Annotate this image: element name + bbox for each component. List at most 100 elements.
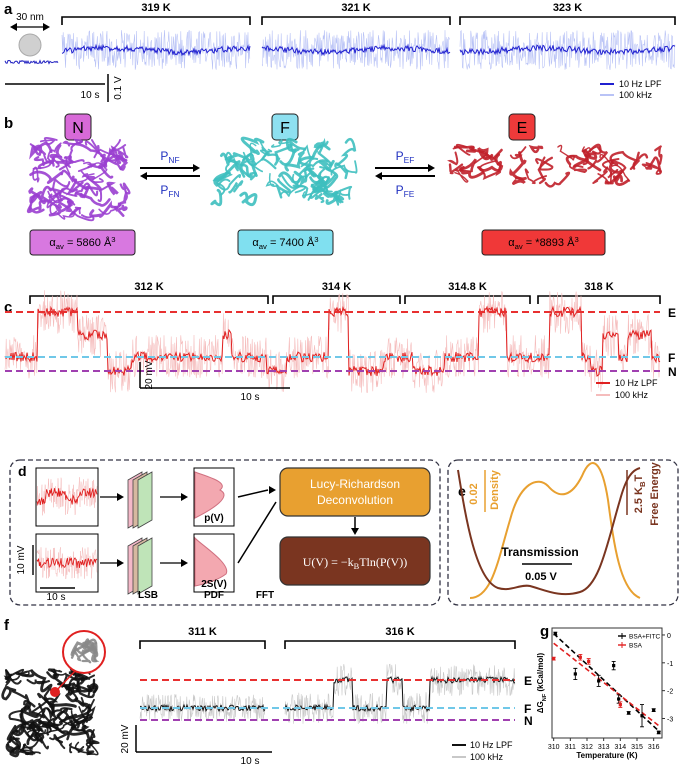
- ribbon: [597, 171, 613, 185]
- legend-label: 100 kHz: [470, 752, 504, 762]
- label: 20 mV: [144, 360, 155, 389]
- step-label: PDF: [204, 590, 224, 601]
- alpha-value: αav = *8893 Å3: [508, 235, 578, 251]
- alpha-box: [481, 229, 606, 256]
- ribbon: [241, 142, 257, 161]
- ribbon: [74, 741, 99, 756]
- y-tick-label: -3: [667, 717, 673, 724]
- ribbon: [239, 191, 258, 207]
- legend-label: 100 kHz: [619, 90, 653, 100]
- filtered-trace: [284, 675, 516, 713]
- text-part: B: [638, 481, 647, 487]
- ribbon: [313, 141, 331, 151]
- ribbon: [454, 169, 471, 183]
- state-letter: E: [517, 120, 528, 137]
- ribbon: [297, 151, 317, 178]
- panel-label: g: [540, 623, 549, 640]
- ribbon: [71, 175, 90, 199]
- ribbon: [81, 724, 93, 746]
- ribbon: [274, 143, 293, 166]
- temperature-label: 312 K: [134, 281, 163, 293]
- ribbon: [70, 646, 88, 659]
- label: 30 nm: [16, 12, 44, 23]
- ribbon: [318, 159, 335, 172]
- raw-trace: [139, 694, 266, 722]
- arrow-head: [193, 164, 200, 172]
- particle: [18, 33, 42, 57]
- ribbon: [314, 192, 325, 204]
- ribbon: [535, 156, 554, 171]
- ribbon: [33, 144, 43, 157]
- legend-label: BSA+FITC: [629, 634, 661, 641]
- arrow-head: [140, 172, 147, 180]
- panel-label: d: [18, 463, 27, 479]
- ribbon: [31, 697, 59, 713]
- text-part: 3: [314, 235, 318, 244]
- text-part: T: [633, 474, 645, 481]
- text-part: α: [49, 237, 56, 249]
- level-label: F: [524, 702, 531, 716]
- ribbon: [609, 150, 639, 170]
- protein-structure: [447, 143, 663, 188]
- data-point: [652, 708, 656, 712]
- y-axis-label: ΔGNF (kCal/mol): [536, 652, 548, 713]
- temperature-label: 314 K: [322, 281, 351, 293]
- rate-label: PNF: [160, 149, 179, 165]
- ribbon: [77, 173, 95, 183]
- label: 20 mV: [120, 724, 131, 753]
- temperature-label: 323 K: [553, 2, 582, 14]
- ribbon: [37, 720, 52, 736]
- text-part: ΔG: [536, 701, 545, 713]
- level-label: N: [668, 365, 677, 379]
- ribbon: [70, 641, 96, 657]
- ribbon: [26, 678, 51, 685]
- protein-structure: [70, 638, 100, 664]
- panel-label: a: [4, 1, 13, 18]
- text-part: α: [252, 237, 259, 249]
- legend-label: 10 Hz LPF: [619, 79, 662, 89]
- raw-trace: [4, 290, 660, 393]
- ribbon: [15, 669, 49, 693]
- ribbon: [78, 166, 104, 183]
- ribbon: [98, 202, 122, 215]
- text-part: P: [160, 183, 168, 197]
- panel-label: f: [4, 617, 10, 634]
- ribbon: [300, 144, 315, 168]
- data-point: [640, 714, 644, 718]
- ribbon: [50, 188, 78, 207]
- energy-scale: 2.5 KBT: [633, 474, 647, 513]
- ribbon: [9, 743, 34, 756]
- data-point: [587, 659, 591, 664]
- label: 0.02: [468, 483, 480, 504]
- ribbon: [119, 182, 131, 195]
- bracket: [139, 640, 266, 649]
- data-point: [578, 655, 582, 659]
- state-badge: [508, 113, 536, 141]
- baseline-trace: [4, 59, 59, 65]
- ribbon: [11, 709, 30, 737]
- state-letter: N: [72, 120, 84, 137]
- ribbon: [68, 671, 85, 692]
- ribbon: [473, 154, 498, 171]
- text-part: FN: [168, 189, 179, 199]
- y-tick-label: -2: [667, 689, 673, 696]
- label: 0.05 V: [525, 571, 557, 583]
- text-part: Tln(P(V)): [359, 555, 407, 569]
- temperature-label: 318 K: [584, 281, 613, 293]
- text-part: P: [396, 183, 404, 197]
- text-part: = 5860 Å: [64, 236, 112, 249]
- ribbon: [56, 710, 80, 729]
- ribbon: [587, 145, 609, 170]
- data-point: [657, 730, 661, 735]
- text-part: av: [56, 242, 64, 251]
- fit-line: [553, 642, 661, 728]
- label: 10 s: [241, 756, 260, 767]
- lsb-layer: [137, 471, 153, 529]
- bracket: [284, 640, 516, 649]
- protein-structure: [26, 137, 131, 222]
- label: 10 s: [81, 90, 100, 101]
- ribbon: [86, 736, 97, 756]
- ribbon: [37, 692, 55, 714]
- ribbon: [26, 725, 52, 739]
